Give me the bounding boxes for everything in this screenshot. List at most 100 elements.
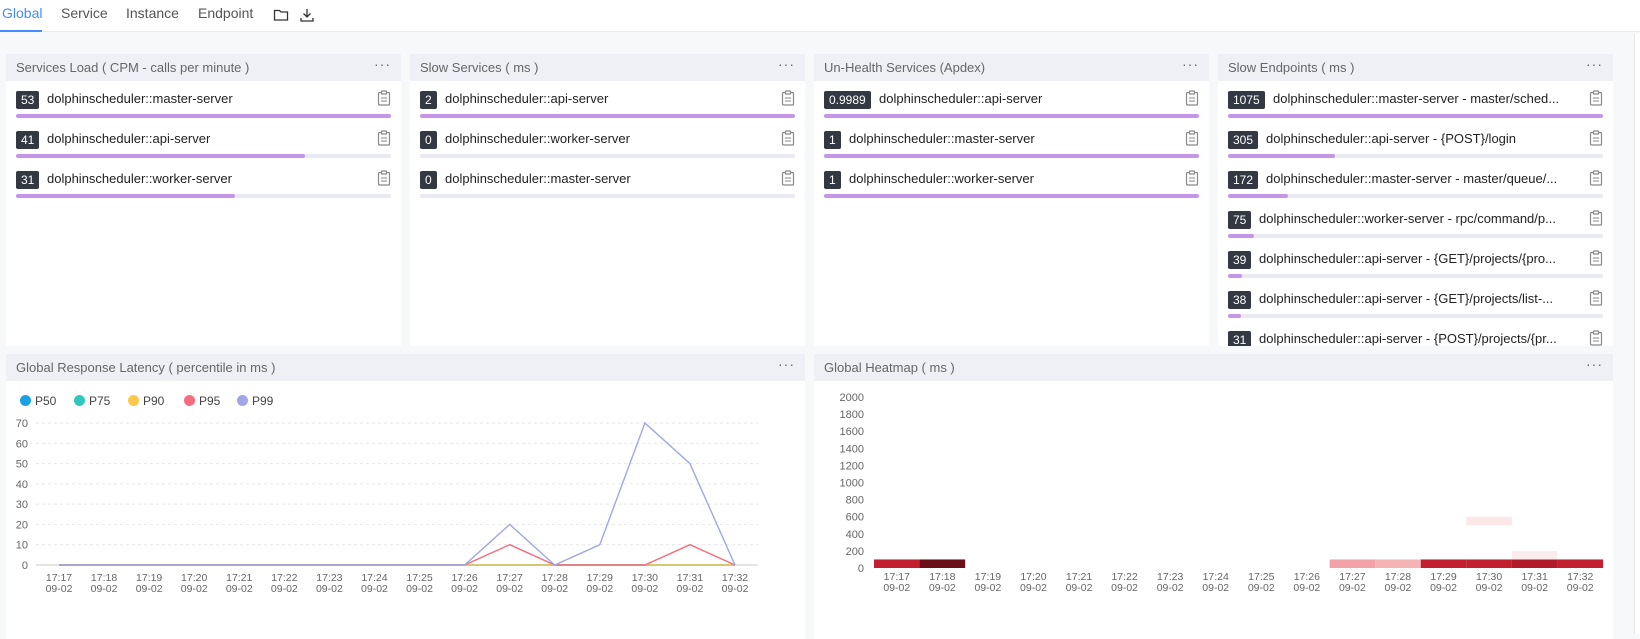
panel-title: Slow Endpoints ( ms ) <box>1228 60 1355 75</box>
copy-icon[interactable] <box>1589 170 1603 186</box>
copy-icon[interactable] <box>1589 290 1603 306</box>
x-tick-label: 09-02 <box>361 583 388 595</box>
x-tick-label: 17:24 <box>1203 571 1229 583</box>
copy-icon[interactable] <box>1589 130 1603 146</box>
x-tick-label: 09-02 <box>1111 582 1138 594</box>
value-badge: 0 <box>420 131 437 149</box>
copy-icon[interactable] <box>781 90 795 106</box>
x-tick-label: 09-02 <box>1521 582 1548 594</box>
list-item[interactable]: 0 dolphinscheduler::worker-server <box>420 121 795 161</box>
copy-icon[interactable] <box>377 90 391 106</box>
series-line-p95 <box>59 543 736 566</box>
x-tick-label: 09-02 <box>1248 582 1275 594</box>
item-label: dolphinscheduler::api-server - {GET}/pro… <box>1259 251 1556 266</box>
list-item[interactable]: 0.9989 dolphinscheduler::api-server <box>824 81 1199 121</box>
panel-menu-button[interactable]: ··· <box>1586 356 1603 372</box>
x-tick-label: 09-02 <box>316 583 343 595</box>
x-tick-label: 17:29 <box>1430 571 1456 583</box>
panel-menu-button[interactable]: ··· <box>778 56 795 72</box>
value-bar-track <box>16 194 391 198</box>
list-item[interactable]: 31 dolphinscheduler::worker-server <box>16 161 391 201</box>
value-bar-fill <box>16 154 305 158</box>
list-item[interactable]: 1 dolphinscheduler::worker-server <box>824 161 1199 201</box>
x-tick-label: 09-02 <box>541 583 568 595</box>
x-tick-label: 09-02 <box>1202 582 1229 594</box>
item-label: dolphinscheduler::worker-server <box>849 171 1034 186</box>
y-tick-label: 0 <box>858 563 864 575</box>
panel-header: Slow Services ( ms ) ··· <box>410 54 805 81</box>
copy-icon[interactable] <box>781 130 795 146</box>
tab-global[interactable]: Global <box>2 5 43 21</box>
y-tick-label: 0 <box>22 560 28 572</box>
y-tick-label: 20 <box>16 519 28 531</box>
x-tick-label: 09-02 <box>1476 582 1503 594</box>
value-badge: 39 <box>1228 251 1252 269</box>
legend-item-p50[interactable]: P50 <box>20 394 56 408</box>
panel-title: Global Response Latency ( percentile in … <box>16 360 276 375</box>
panel-menu-button[interactable]: ··· <box>1182 56 1199 72</box>
x-tick-label: 09-02 <box>46 583 73 595</box>
x-tick-label: 17:23 <box>316 572 342 584</box>
copy-icon[interactable] <box>1185 90 1199 106</box>
list-item[interactable]: 39 dolphinscheduler::api-server - {GET}/p… <box>1228 241 1603 281</box>
copy-icon[interactable] <box>1589 90 1603 106</box>
legend-label: P75 <box>89 394 111 408</box>
copy-icon[interactable] <box>1589 210 1603 226</box>
copy-icon[interactable] <box>1589 250 1603 266</box>
x-tick-label: 17:27 <box>1339 571 1365 583</box>
copy-icon[interactable] <box>1185 170 1199 186</box>
panel-menu-button[interactable]: ··· <box>374 56 391 72</box>
copy-icon[interactable] <box>1589 330 1603 346</box>
x-tick-label: 09-02 <box>406 583 433 595</box>
x-tick-label: 17:22 <box>271 572 297 584</box>
slow-services-list: 2 dolphinscheduler::api-server 0 dolphinsch… <box>410 81 805 346</box>
download-icon[interactable] <box>299 7 315 23</box>
list-item[interactable]: 2 dolphinscheduler::api-server <box>420 81 795 121</box>
y-tick-label: 1000 <box>840 478 864 490</box>
x-tick-label: 09-02 <box>496 583 523 595</box>
list-item[interactable]: 1 dolphinscheduler::master-server <box>824 121 1199 161</box>
x-tick-label: 09-02 <box>1293 582 1320 594</box>
folder-icon[interactable] <box>273 7 289 23</box>
heatmap-cell <box>874 559 920 568</box>
value-bar-track <box>824 114 1199 118</box>
item-label: dolphinscheduler::master-server <box>47 91 233 106</box>
panel-menu-button[interactable]: ··· <box>1586 56 1603 72</box>
legend-item-p95[interactable]: P95 <box>184 394 220 408</box>
panel-menu-button[interactable]: ··· <box>778 356 795 372</box>
tab-instance[interactable]: Instance <box>126 5 179 21</box>
legend-item-p90[interactable]: P90 <box>128 394 164 408</box>
tab-service[interactable]: Service <box>61 5 108 21</box>
x-tick-label: 17:32 <box>1567 571 1593 583</box>
panel-header: Services Load ( CPM - calls per minute )… <box>6 54 401 81</box>
value-badge: 172 <box>1228 171 1259 189</box>
copy-icon[interactable] <box>377 130 391 146</box>
tab-endpoint[interactable]: Endpoint <box>198 5 254 21</box>
services-load-panel: Services Load ( CPM - calls per minute )… <box>6 54 401 346</box>
list-item[interactable]: 53 dolphinscheduler::master-server <box>16 81 391 121</box>
item-label: dolphinscheduler::api-server - {POST}/lo… <box>1266 131 1517 146</box>
x-tick-label: 17:31 <box>677 572 703 584</box>
value-badge: 31 <box>16 171 40 189</box>
panel-header: Global Heatmap ( ms ) ··· <box>814 354 1613 381</box>
legend-item-p75[interactable]: P75 <box>74 394 110 408</box>
list-item[interactable]: 0 dolphinscheduler::master-server <box>420 161 795 201</box>
copy-icon[interactable] <box>781 170 795 186</box>
page-scrollbar[interactable] <box>1634 34 1640 634</box>
list-item[interactable]: 31 dolphinscheduler::api-server - {POST}/… <box>1228 321 1603 346</box>
list-item[interactable]: 38 dolphinscheduler::api-server - {GET}/p… <box>1228 281 1603 321</box>
dashboard-tab-bar: Global Service Instance Endpoint <box>0 0 1640 32</box>
list-item[interactable]: 305 dolphinscheduler::api-server - {POST}… <box>1228 121 1603 161</box>
x-tick-label: 09-02 <box>1339 582 1366 594</box>
legend-swatch <box>128 395 139 406</box>
list-item[interactable]: 1075 dolphinscheduler::master-server - ma… <box>1228 81 1603 121</box>
value-badge: 1 <box>824 171 841 189</box>
y-tick-label: 50 <box>16 459 28 471</box>
list-item[interactable]: 172 dolphinscheduler::master-server - mas… <box>1228 161 1603 201</box>
legend-item-p99[interactable]: P99 <box>237 394 273 408</box>
copy-icon[interactable] <box>377 170 391 186</box>
list-item[interactable]: 75 dolphinscheduler::worker-server - rpc/… <box>1228 201 1603 241</box>
list-item[interactable]: 41 dolphinscheduler::api-server <box>16 121 391 161</box>
x-tick-label: 09-02 <box>677 583 704 595</box>
copy-icon[interactable] <box>1185 130 1199 146</box>
